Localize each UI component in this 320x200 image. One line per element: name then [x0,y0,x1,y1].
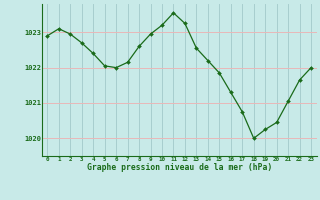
X-axis label: Graphe pression niveau de la mer (hPa): Graphe pression niveau de la mer (hPa) [87,163,272,172]
